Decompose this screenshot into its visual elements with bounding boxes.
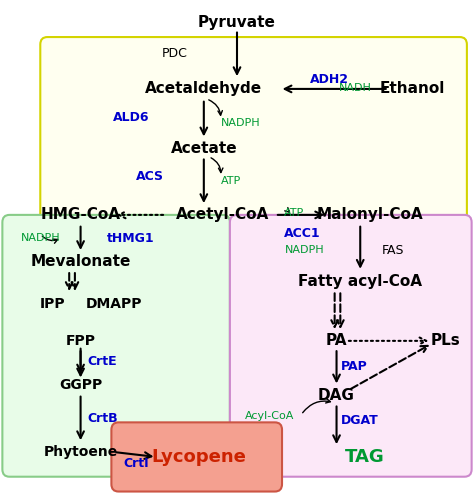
- Text: ACC1: ACC1: [284, 227, 321, 240]
- Text: ALD6: ALD6: [113, 111, 149, 124]
- Text: PAP: PAP: [341, 360, 368, 373]
- Text: ADH2: ADH2: [310, 73, 349, 85]
- Text: Lycopene: Lycopene: [152, 448, 246, 466]
- Text: Acetate: Acetate: [171, 141, 237, 156]
- FancyBboxPatch shape: [230, 215, 472, 477]
- Text: CrtE: CrtE: [88, 355, 117, 368]
- Text: PA: PA: [326, 333, 347, 348]
- Text: IPP: IPP: [39, 297, 65, 311]
- Text: NADPH: NADPH: [21, 233, 61, 243]
- Text: FPP: FPP: [65, 334, 96, 348]
- Text: Fatty acyl-CoA: Fatty acyl-CoA: [298, 274, 422, 289]
- Text: Ethanol: Ethanol: [380, 82, 445, 96]
- Text: NADPH: NADPH: [284, 246, 324, 255]
- Text: DGAT: DGAT: [341, 414, 379, 427]
- Text: GGPP: GGPP: [59, 378, 102, 392]
- Text: NADH: NADH: [339, 83, 372, 93]
- Text: Pyruvate: Pyruvate: [198, 15, 276, 30]
- FancyBboxPatch shape: [111, 422, 282, 492]
- FancyBboxPatch shape: [2, 215, 230, 477]
- Text: HMG-CoA: HMG-CoA: [41, 207, 120, 222]
- Text: PDC: PDC: [161, 47, 187, 60]
- Text: Acyl-CoA: Acyl-CoA: [245, 411, 294, 421]
- Text: Mevalonate: Mevalonate: [30, 254, 131, 269]
- Text: TAG: TAG: [345, 448, 385, 466]
- Text: CrtI: CrtI: [123, 457, 149, 470]
- Text: Acetyl-CoA: Acetyl-CoA: [176, 207, 269, 222]
- Text: CrtB: CrtB: [88, 412, 118, 425]
- Text: Phytoene: Phytoene: [44, 445, 118, 459]
- Text: NADPH: NADPH: [220, 118, 260, 127]
- Text: DMAPP: DMAPP: [85, 297, 142, 311]
- Text: ATP: ATP: [220, 176, 241, 186]
- Text: tHMG1: tHMG1: [107, 232, 154, 245]
- FancyBboxPatch shape: [40, 37, 467, 294]
- Text: Acetaldehyde: Acetaldehyde: [145, 82, 263, 96]
- Text: Malonyl-CoA: Malonyl-CoA: [317, 207, 423, 222]
- Text: ATP: ATP: [284, 208, 305, 218]
- Text: PLs: PLs: [431, 333, 460, 348]
- Text: DAG: DAG: [318, 388, 355, 403]
- Text: ACS: ACS: [136, 170, 164, 183]
- Text: FAS: FAS: [382, 244, 404, 257]
